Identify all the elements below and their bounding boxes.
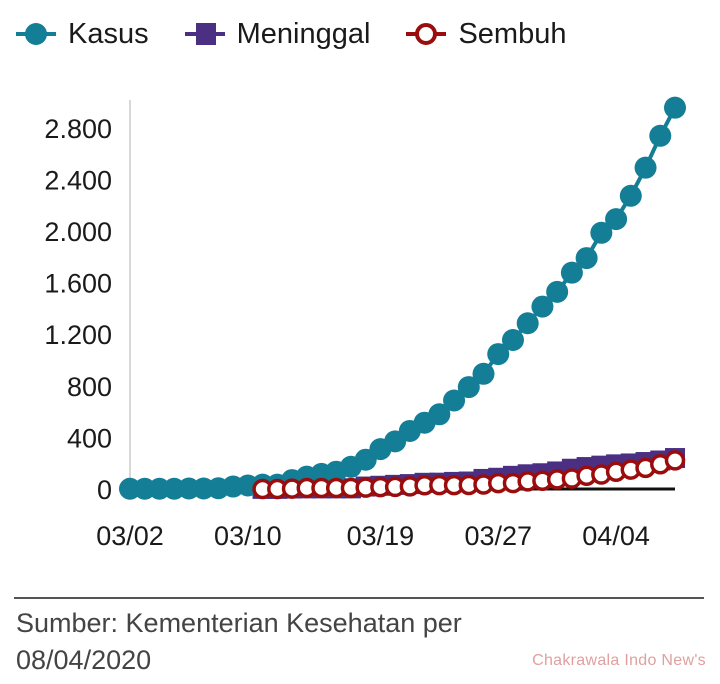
circle-open-icon — [406, 23, 447, 45]
data-point — [457, 376, 480, 399]
y-tick-label: 2.800 — [44, 114, 112, 144]
data-point — [546, 280, 569, 303]
data-point — [649, 124, 672, 147]
x-tick-label: 03/10 — [214, 521, 282, 551]
data-point — [664, 96, 686, 119]
data-point — [560, 261, 583, 284]
data-point — [516, 312, 539, 335]
data-point — [443, 389, 466, 412]
y-tick-label: 1.200 — [44, 320, 112, 350]
legend-label: Kasus — [68, 17, 149, 50]
data-point — [605, 208, 628, 231]
series-kasus — [119, 96, 686, 500]
data-point — [531, 295, 554, 318]
source-note: Sumber: Kementerian Kesehatan per 08/04/… — [16, 608, 462, 675]
data-point — [428, 403, 451, 426]
data-point — [487, 343, 510, 366]
data-point — [501, 329, 524, 352]
data-point — [575, 247, 598, 270]
legend-label: Meninggal — [236, 17, 371, 50]
data-point — [590, 221, 613, 244]
chart-canvas: 0 400 800 1.200 1.600 2.000 2.400 2.800 03/02 03/… — [44, 96, 686, 551]
data-point — [634, 156, 657, 179]
watermark: Chakrawala Indo New's — [532, 652, 706, 669]
data-point-open — [664, 450, 686, 471]
y-tick-label: 400 — [67, 423, 112, 453]
legend-item: Meninggal — [183, 17, 371, 51]
y-tick-label: 800 — [67, 372, 112, 402]
y-tick-label: 2.400 — [44, 165, 112, 195]
legend-label: Sembuh — [458, 17, 567, 50]
x-tick-label: 04/04 — [582, 521, 650, 551]
legend: Kasus Meninggal Sembuh — [14, 12, 600, 56]
x-tick-label: 03/27 — [464, 521, 532, 551]
x-tick-label: 03/02 — [96, 521, 164, 551]
legend-item: Kasus — [14, 18, 149, 51]
y-tick-label: 1.600 — [44, 269, 112, 299]
y-tick-label: 0 — [97, 475, 112, 505]
legend-item: Sembuh — [404, 18, 566, 51]
x-tick-label: 03/19 — [347, 521, 415, 551]
y-tick-label: 2.000 — [44, 217, 112, 247]
series-sembuh — [252, 450, 686, 500]
divider — [14, 597, 704, 599]
square-filled-icon — [184, 23, 225, 45]
data-point — [619, 184, 642, 207]
circle-filled-icon — [16, 23, 56, 45]
data-point — [472, 362, 495, 385]
